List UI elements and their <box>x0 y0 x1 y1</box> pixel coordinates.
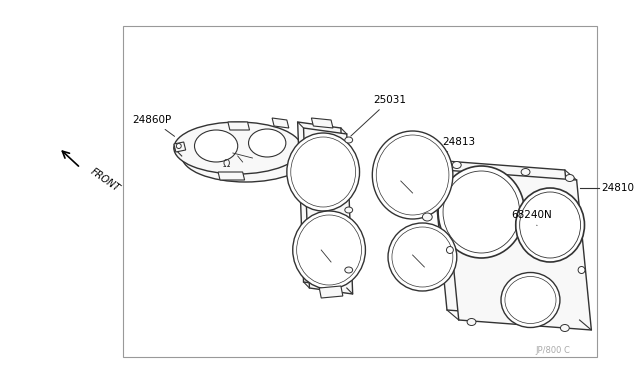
Ellipse shape <box>287 133 360 211</box>
Ellipse shape <box>443 171 520 253</box>
Ellipse shape <box>467 318 476 326</box>
Ellipse shape <box>561 324 569 331</box>
Ellipse shape <box>376 135 449 215</box>
Ellipse shape <box>501 273 560 327</box>
Polygon shape <box>228 122 250 130</box>
Polygon shape <box>174 142 186 152</box>
Polygon shape <box>303 128 353 294</box>
Text: FRONT: FRONT <box>88 166 122 194</box>
Text: 68240N: 68240N <box>511 210 552 225</box>
Text: 24810: 24810 <box>601 183 634 193</box>
Ellipse shape <box>392 227 453 287</box>
Polygon shape <box>432 160 580 320</box>
Ellipse shape <box>174 122 301 174</box>
Ellipse shape <box>182 130 309 182</box>
Ellipse shape <box>578 266 585 273</box>
Ellipse shape <box>195 130 237 162</box>
Ellipse shape <box>297 215 362 285</box>
Polygon shape <box>298 122 347 288</box>
Ellipse shape <box>177 144 181 148</box>
Text: 25031: 25031 <box>351 95 406 136</box>
Ellipse shape <box>452 161 461 169</box>
Ellipse shape <box>345 267 353 273</box>
Ellipse shape <box>565 174 574 182</box>
Ellipse shape <box>438 166 525 258</box>
Ellipse shape <box>292 211 365 289</box>
Ellipse shape <box>388 223 457 291</box>
Ellipse shape <box>521 169 530 176</box>
Polygon shape <box>272 118 289 128</box>
Ellipse shape <box>447 247 453 253</box>
Ellipse shape <box>372 131 453 219</box>
Ellipse shape <box>422 213 432 221</box>
Ellipse shape <box>345 207 353 213</box>
Text: 24813: 24813 <box>435 137 475 163</box>
Text: JP/800 C: JP/800 C <box>536 346 570 355</box>
Polygon shape <box>312 118 333 128</box>
Text: 24860P: 24860P <box>132 115 175 137</box>
Ellipse shape <box>291 137 356 207</box>
Polygon shape <box>319 286 343 298</box>
Ellipse shape <box>505 276 556 324</box>
Ellipse shape <box>516 188 584 262</box>
Ellipse shape <box>345 137 353 143</box>
Polygon shape <box>444 170 591 330</box>
Polygon shape <box>218 172 244 180</box>
Text: Ω: Ω <box>222 159 230 169</box>
Ellipse shape <box>248 129 286 157</box>
Ellipse shape <box>520 192 580 258</box>
Bar <box>123 26 597 357</box>
